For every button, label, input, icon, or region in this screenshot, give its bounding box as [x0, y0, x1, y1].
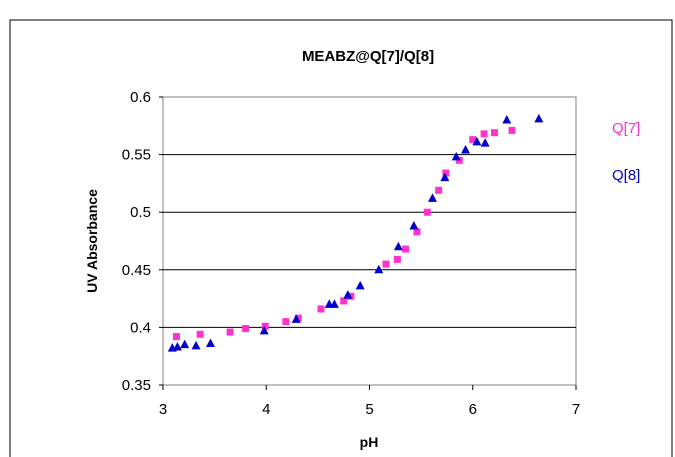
data-point-q8	[191, 340, 201, 350]
y-tick-label: 0.55	[122, 147, 151, 164]
x-tick-label: 5	[365, 401, 373, 418]
x-tick-label: 6	[469, 401, 477, 418]
data-point-q8	[461, 144, 471, 154]
y-tick-label: 0.45	[122, 262, 151, 279]
data-point-q8	[259, 325, 269, 335]
data-point-q8	[329, 299, 339, 308]
data-point-q7	[294, 314, 302, 322]
data-point-q8	[291, 314, 301, 323]
series-q8	[167, 113, 544, 352]
data-point-q8	[205, 338, 215, 348]
data-point-q7	[282, 318, 290, 326]
y-tick-labels: 0.35 0.4 0.45 0.5 0.55 0.6	[122, 89, 151, 394]
y-axis-title: UV Absorbance	[84, 189, 100, 293]
x-tick-label: 3	[159, 401, 167, 418]
data-point-q8	[343, 290, 353, 299]
y-tick-label: 0.6	[130, 89, 151, 106]
y-tick-label: 0.4	[130, 319, 151, 336]
data-point-q8	[502, 115, 512, 124]
data-point-q7	[340, 297, 348, 305]
data-points	[167, 113, 544, 352]
data-point-q7	[469, 136, 477, 144]
data-point-q7	[435, 186, 443, 194]
x-axis-title: pH	[360, 434, 379, 450]
chart-title: MEABZ@Q[7]/Q[8]	[302, 48, 434, 65]
data-point-q7	[382, 260, 390, 268]
data-point-q7	[413, 228, 421, 236]
data-point-q8	[409, 221, 419, 230]
data-point-q7	[480, 130, 488, 138]
data-point-q8	[427, 193, 437, 202]
data-point-q7	[226, 328, 234, 336]
data-point-q8	[480, 138, 490, 147]
x-tick-label: 4	[262, 401, 270, 418]
plot-area	[162, 96, 577, 386]
y-tick-label: 0.35	[122, 377, 151, 394]
data-point-q7	[242, 325, 250, 333]
legend: Q[7] Q[8]	[612, 120, 640, 184]
data-point-q8	[472, 136, 482, 146]
data-point-q7	[196, 330, 204, 338]
data-point-q7	[508, 126, 516, 134]
data-point-q7	[402, 245, 410, 253]
data-point-q8	[440, 172, 450, 182]
data-point-q7	[442, 169, 450, 177]
data-point-q7	[261, 322, 269, 330]
y-tick-label: 0.5	[130, 204, 151, 221]
data-point-q7	[490, 129, 498, 137]
legend-label-q7: Q[7]	[612, 120, 640, 137]
x-tick-label: 7	[572, 401, 580, 418]
data-point-q8	[451, 151, 461, 161]
grid-lines	[163, 154, 576, 328]
data-point-q8	[172, 341, 182, 351]
data-point-q7	[423, 208, 431, 216]
tick-marks	[159, 96, 577, 390]
data-point-q8	[534, 113, 544, 123]
x-tick-labels: 3 4 5 6 7	[159, 401, 580, 418]
data-point-q7	[317, 305, 325, 313]
legend-label-q8: Q[8]	[612, 167, 640, 184]
data-point-q7	[393, 255, 401, 263]
data-point-q8	[393, 241, 403, 251]
data-point-q8	[374, 264, 384, 274]
data-point-q7	[172, 333, 180, 341]
data-point-q8	[180, 339, 190, 349]
data-point-q8	[355, 280, 365, 290]
